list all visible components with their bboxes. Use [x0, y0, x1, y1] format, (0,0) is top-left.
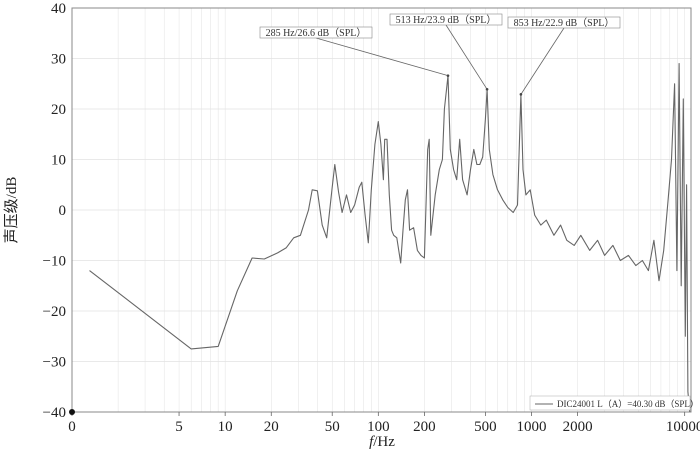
legend-box — [529, 395, 691, 411]
origin-marker — [69, 409, 75, 415]
y-tick-label: 10 — [51, 153, 66, 169]
x-tick-label: 0 — [68, 419, 76, 435]
y-tick-label: 20 — [51, 102, 66, 118]
y-tick-label: −10 — [43, 254, 66, 270]
annotation-label: 513 Hz/23.9 dB（SPL） — [396, 14, 497, 26]
legend-label: DIC24001 L（A）=40.30 dB（SPL） — [557, 399, 699, 409]
grid-lines — [71, 7, 691, 413]
annotation-leader — [315, 37, 449, 77]
x-axis-title-symbol: f — [369, 434, 375, 450]
y-tick-label: 40 — [51, 1, 66, 17]
plot-frame — [71, 7, 692, 413]
y-axis-title: 声压级/dB — [2, 177, 20, 244]
x-tick-label: 20 — [264, 419, 279, 435]
x-tick-label: 10 — [218, 419, 233, 435]
legend: DIC24001 L（A）=40.30 dB（SPL） — [529, 395, 699, 411]
x-tick-label: 5 — [175, 419, 183, 435]
x-axis-ticks: 0 5 10 20 50 100 200 500 1000 2000 10000 — [68, 412, 700, 435]
annotation-leader — [520, 27, 565, 95]
series-line — [89, 62, 691, 413]
x-tick-label: 10000 — [666, 419, 700, 435]
x-axis-title: f/Hz — [369, 434, 395, 450]
annotation-box — [507, 16, 621, 29]
annotation-box — [259, 26, 373, 39]
y-tick-label: −20 — [43, 304, 66, 320]
annotation-leader — [445, 24, 488, 90]
annotation-point — [446, 74, 450, 77]
series-group — [89, 62, 691, 413]
y-axis-ticks: 40 30 20 10 0 −10 −20 −30 −40 — [43, 1, 66, 421]
y-tick-label: −30 — [43, 355, 66, 371]
y-tick-label: −40 — [43, 405, 66, 421]
x-tick-label: 1000 — [516, 419, 546, 435]
x-tick-label: 100 — [367, 419, 390, 435]
x-tick-label: 500 — [474, 419, 497, 435]
annotation-point — [485, 88, 489, 91]
x-tick-label: 2000 — [563, 419, 593, 435]
annotation-box — [389, 13, 503, 26]
annotation-label: 285 Hz/26.6 dB（SPL） — [266, 27, 367, 39]
annotation-label: 853 Hz/22.9 dB（SPL） — [514, 17, 615, 29]
x-axis-title-unit: /Hz — [373, 434, 395, 450]
annotation-group: 285 Hz/26.6 dB（SPL） 513 Hz/23.9 dB（SPL） 85… — [259, 13, 621, 96]
y-tick-label: 0 — [59, 203, 67, 219]
annotation-point — [519, 93, 523, 96]
x-tick-label: 200 — [413, 419, 436, 435]
x-tick-label: 50 — [325, 419, 340, 435]
y-tick-label: 30 — [51, 52, 66, 68]
